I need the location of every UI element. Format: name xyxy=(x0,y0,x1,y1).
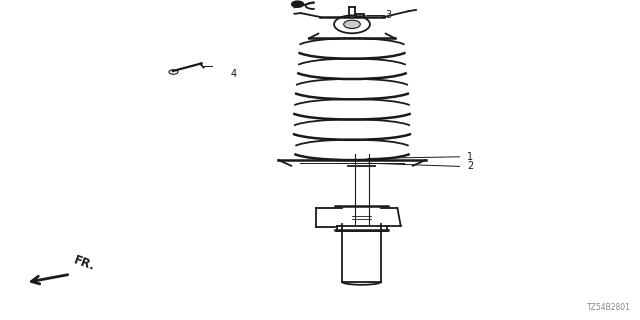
Text: 4: 4 xyxy=(230,68,237,79)
Text: TZ54B2801: TZ54B2801 xyxy=(586,303,630,312)
Circle shape xyxy=(344,20,360,28)
Circle shape xyxy=(169,70,178,74)
Text: 1: 1 xyxy=(467,152,474,162)
FancyBboxPatch shape xyxy=(356,14,364,17)
Circle shape xyxy=(334,15,370,33)
Text: 2: 2 xyxy=(467,161,474,172)
Text: 3: 3 xyxy=(385,10,392,20)
Text: FR.: FR. xyxy=(72,254,97,274)
Circle shape xyxy=(292,1,303,7)
